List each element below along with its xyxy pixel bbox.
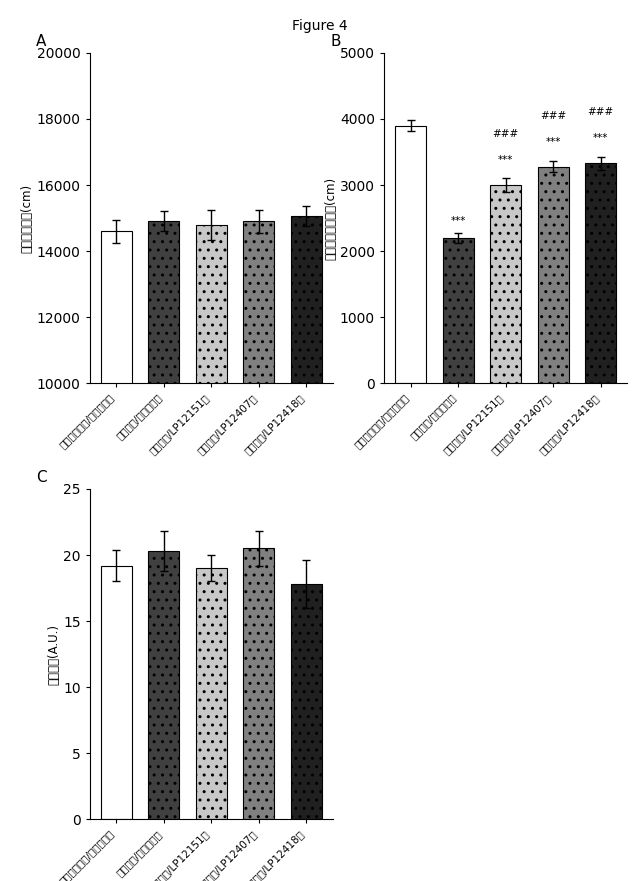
Bar [538,167,568,383]
Text: ***: *** [498,155,513,166]
Bar [243,548,274,819]
Bar [196,225,227,714]
Bar [291,584,322,819]
Text: ###: ### [540,111,566,121]
Bar [100,232,132,714]
Y-axis label: 中心での自発運動(cm): 中心での自発運動(cm) [324,176,337,260]
Bar [291,217,322,714]
Bar [443,238,474,383]
Text: ***: *** [593,133,609,144]
Text: ***: *** [545,137,561,147]
Text: ###: ### [492,129,519,139]
Text: B: B [330,34,341,49]
Text: C: C [36,470,47,485]
Y-axis label: 自発運動活性(cm): 自発運動活性(cm) [20,183,34,253]
Text: Figure 4: Figure 4 [292,19,348,33]
Bar [585,163,616,383]
Bar [196,568,227,819]
Bar [148,221,179,714]
Text: ###: ### [588,107,614,117]
Y-axis label: 飲同行動(A.U.): 飲同行動(A.U.) [47,624,60,685]
Bar [490,185,521,383]
Text: ***: *** [451,216,466,226]
Bar [148,552,179,819]
Bar [100,566,132,819]
Text: A: A [36,34,47,49]
Bar [243,221,274,714]
Bar [395,126,426,383]
